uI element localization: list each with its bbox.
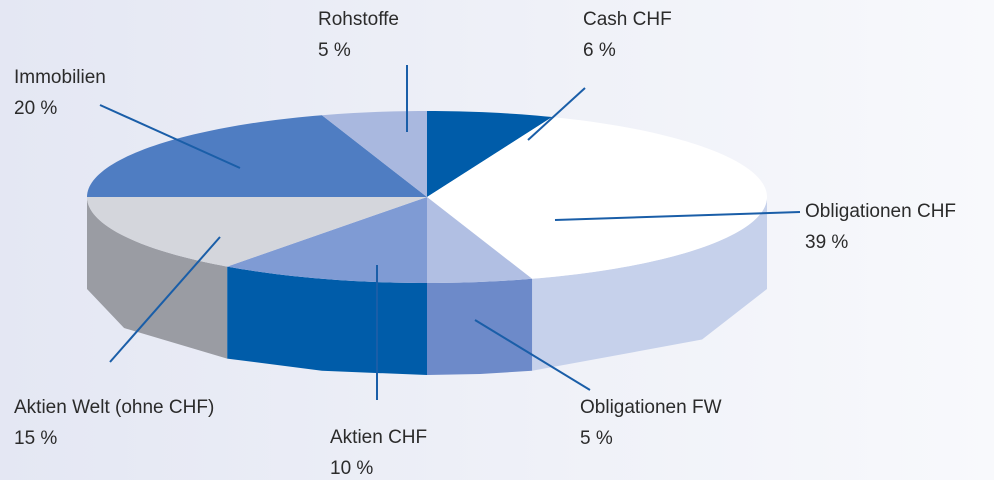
slice xyxy=(321,111,427,197)
slice xyxy=(427,197,533,283)
leader-line xyxy=(474,319,591,391)
slice xyxy=(227,197,427,283)
slice-side xyxy=(427,278,533,375)
label-value: 39 % xyxy=(805,232,848,253)
label-value: 5 % xyxy=(580,428,613,449)
slice xyxy=(87,115,427,197)
label-value: 5 % xyxy=(318,40,351,61)
label-name: Obligationen CHF xyxy=(805,201,956,222)
label-value: 20 % xyxy=(14,98,57,119)
label-value: 15 % xyxy=(14,428,57,449)
label-name: Obligationen FW xyxy=(580,397,722,418)
label-name: Cash CHF xyxy=(583,9,672,30)
label-name: Aktien CHF xyxy=(330,427,427,448)
label-name: Rohstoffe xyxy=(318,9,399,30)
label-value: 10 % xyxy=(330,458,373,479)
label-name: Aktien Welt (ohne CHF) xyxy=(14,397,214,418)
slice xyxy=(427,111,553,197)
slice-side xyxy=(532,197,767,371)
leader-line xyxy=(109,236,221,363)
leader-line xyxy=(554,211,801,221)
label-value: 6 % xyxy=(583,40,616,61)
leader-line xyxy=(99,104,241,169)
slice xyxy=(87,197,427,267)
label-name: Immobilien xyxy=(14,67,106,88)
slice-side xyxy=(227,266,427,375)
slice-side xyxy=(87,197,228,359)
leader-line xyxy=(527,87,586,141)
slice xyxy=(427,117,767,279)
